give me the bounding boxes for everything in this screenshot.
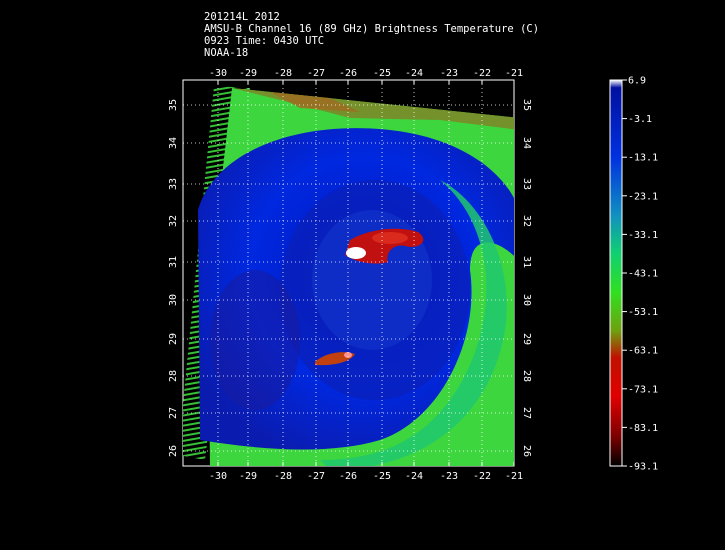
- observation-time: 0923 Time: 0430 UTC: [204, 35, 325, 47]
- latitude-labels-right: 35 34 33 32 31 30 29 28 27 26: [521, 99, 532, 457]
- lon-tick-label: -25: [373, 68, 391, 79]
- lon-tick-label: -30: [209, 471, 227, 482]
- satellite-name: NOAA-18: [204, 47, 249, 59]
- lon-tick-label: -21: [505, 471, 523, 482]
- longitude-labels-top: -30 -29 -28 -27 -26 -25 -24 -23 -22 -21: [209, 68, 523, 84]
- colorbar-tick-label: -13.1: [628, 153, 658, 164]
- lat-tick-label: 29: [521, 333, 532, 345]
- colorbar-tick-label: -73.1: [628, 384, 658, 395]
- lon-tick-label: -21: [505, 68, 523, 79]
- lon-tick-label: -24: [405, 471, 423, 482]
- lat-tick-label: 30: [521, 294, 532, 306]
- lon-tick-label: -28: [274, 471, 292, 482]
- lon-tick-label: -23: [440, 68, 458, 79]
- colorbar-tick-label: -43.1: [628, 269, 658, 280]
- channel-description: AMSU-B Channel 16 (89 GHz) Brightness Te…: [204, 23, 540, 35]
- lat-tick-label: 28: [168, 370, 179, 382]
- lat-tick-label: 33: [521, 178, 532, 190]
- colorbar-tick-label: -23.1: [628, 191, 658, 202]
- latitude-labels-left: 35 34 33 32 31 30 29 28 27 26: [168, 99, 179, 457]
- lat-tick-label: 27: [521, 407, 532, 419]
- dark-blue-patch: [210, 270, 300, 410]
- colorbar-tick-label: -3.1: [628, 114, 652, 125]
- colorbar-tick-label: -53.1: [628, 307, 658, 318]
- lat-tick-label: 32: [521, 215, 532, 227]
- lon-tick-label: -22: [473, 471, 491, 482]
- lon-tick-label: -24: [405, 68, 423, 79]
- lat-tick-label: 31: [521, 256, 532, 268]
- lon-tick-label: -25: [373, 471, 391, 482]
- lon-tick-label: -26: [339, 68, 357, 79]
- lat-lon-grid: [183, 80, 514, 466]
- green-rainband: [320, 180, 507, 466]
- lon-tick-label: -29: [239, 68, 257, 79]
- lon-tick-label: -27: [307, 471, 325, 482]
- red-arc: [372, 232, 408, 244]
- colorbar-tick-label: -83.1: [628, 423, 658, 434]
- colorbar-tick-label: 6.9: [628, 76, 646, 87]
- brightness-temperature-swath: [183, 86, 514, 466]
- lon-tick-label: -30: [209, 68, 227, 79]
- colorbar: [609, 79, 623, 467]
- secondary-spot: [344, 352, 352, 358]
- lon-tick-label: -26: [339, 471, 357, 482]
- lat-tick-label: 26: [521, 445, 532, 457]
- lat-tick-label: 31: [168, 256, 179, 268]
- colorbar-tick-label: -33.1: [628, 230, 658, 241]
- lat-tick-label: 30: [168, 294, 179, 306]
- lat-tick-label: 35: [168, 99, 179, 111]
- longitude-labels-bottom: -30 -29 -28 -27 -26 -25 -24 -23 -22 -21: [209, 462, 523, 482]
- lat-tick-label: 28: [521, 370, 532, 382]
- lat-tick-label: 34: [168, 137, 179, 149]
- lon-tick-label: -23: [440, 471, 458, 482]
- lon-tick-label: -22: [473, 68, 491, 79]
- lat-tick-label: 35: [521, 99, 532, 111]
- lon-tick-label: -29: [239, 471, 257, 482]
- lon-tick-label: -27: [307, 68, 325, 79]
- colorbar-tick-label: -93.1: [628, 462, 658, 473]
- colorbar-tick-label: -63.1: [628, 346, 658, 357]
- lat-tick-label: 34: [521, 137, 532, 149]
- lat-tick-label: 27: [168, 407, 179, 419]
- lon-tick-label: -28: [274, 68, 292, 79]
- product-title: 201214L 2012: [204, 11, 280, 23]
- orange-patch: [270, 92, 360, 112]
- lat-tick-label: 32: [168, 215, 179, 227]
- colorbar-ticks: 6.9 -3.1 -13.1 -23.1 -33.1 -43.1 -53.1 -63.1 -73…: [622, 76, 658, 473]
- lat-tick-label: 33: [168, 178, 179, 190]
- lat-tick-label: 29: [168, 333, 179, 345]
- white-hot-spot: [346, 247, 366, 259]
- lat-tick-label: 26: [168, 445, 179, 457]
